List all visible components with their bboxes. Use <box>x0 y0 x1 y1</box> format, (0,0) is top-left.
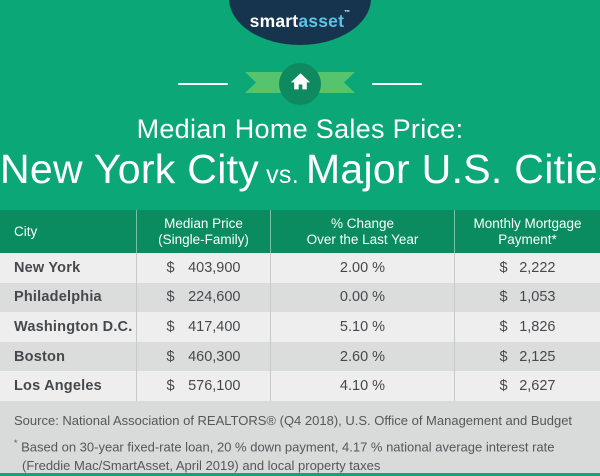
currency-symbol: $ <box>499 348 508 365</box>
cell-pct-change: 0.00 % <box>270 282 454 313</box>
note-line-1-text: Based on 30-year fixed-rate loan, 20 % d… <box>21 438 555 454</box>
footnote-asterisk: * <box>14 437 18 448</box>
cell-median-price: $460,300 <box>136 341 270 372</box>
cell-mortgage-payment: $1,053 <box>454 282 600 313</box>
currency-symbol: $ <box>166 289 175 306</box>
mortgage-payment-value: 2,125 <box>519 348 556 365</box>
header-city: City <box>0 210 136 253</box>
cell-median-price: $224,600 <box>136 282 270 313</box>
table-row-boston: Boston $460,300 2.60 % $2,125 <box>0 341 600 372</box>
currency-symbol: $ <box>166 378 175 395</box>
currency-symbol: $ <box>166 259 175 276</box>
median-price-value: 576,100 <box>188 378 241 395</box>
cell-mortgage-payment: $2,627 <box>454 371 600 401</box>
table-row-philadelphia: Philadelphia $224,600 0.00 % $1,053 <box>0 282 600 313</box>
header-median-price-line1: Median Price <box>164 215 243 231</box>
currency-symbol: $ <box>499 289 508 306</box>
cell-city: Los Angeles <box>14 378 102 395</box>
header-median-price-line2: (Single-Family) <box>158 231 249 247</box>
header-mortgage-payment-line1: Monthly Mortgage <box>473 215 582 231</box>
cell-city: Philadelphia <box>14 289 102 306</box>
median-price-value: 460,300 <box>188 348 241 365</box>
currency-symbol: $ <box>166 318 175 335</box>
table-header-row: City Median Price (Single-Family) % Chan… <box>0 210 600 253</box>
currency-symbol: $ <box>166 348 175 365</box>
cell-city: Boston <box>14 348 66 365</box>
cell-mortgage-payment: $2,222 <box>454 253 600 283</box>
median-price-value: 403,900 <box>188 259 241 276</box>
home-badge <box>279 63 321 105</box>
smartasset-logo: smartasset™ <box>249 10 351 32</box>
note-line-2: (Freddie Mac/SmartAsset, April 2019) and… <box>22 458 381 474</box>
data-table: City Median Price (Single-Family) % Chan… <box>0 210 600 401</box>
cell-pct-change: 2.60 % <box>270 341 454 372</box>
logo-smart-text: smart <box>249 11 299 31</box>
mortgage-payment-value: 2,627 <box>519 378 556 395</box>
cell-pct-change: 2.00 % <box>270 253 454 283</box>
header-mortgage-payment: Monthly Mortgage Payment* <box>454 210 600 253</box>
currency-symbol: $ <box>499 259 508 276</box>
currency-symbol: $ <box>499 378 508 395</box>
smartasset-logo-oval: smartasset™ <box>229 0 371 45</box>
median-price-value: 224,600 <box>188 289 241 306</box>
header-city-label: City <box>14 223 38 239</box>
mortgage-payment-value: 2,222 <box>519 259 556 276</box>
source-line: Source: National Association of REALTORS… <box>14 413 573 428</box>
decorative-line-left <box>178 83 228 85</box>
title-rest: Major U.S. Cities <box>305 146 600 192</box>
currency-symbol: $ <box>499 318 508 335</box>
cell-pct-change: 4.10 % <box>270 371 454 401</box>
header-pct-change-line1: % Change <box>330 215 395 231</box>
home-icon <box>290 71 311 97</box>
cell-city: Washington D.C. <box>14 318 133 335</box>
header-mortgage-payment-line2: Payment* <box>498 231 557 247</box>
median-price-value: 417,400 <box>188 318 241 335</box>
header-median-price: Median Price (Single-Family) <box>136 210 270 253</box>
title-line-2: New York City vs. Major U.S. Cities <box>0 146 600 193</box>
title-vs: vs. <box>266 161 299 189</box>
cell-city: New York <box>14 259 81 276</box>
title-line-1: Median Home Sales Price: <box>136 114 464 144</box>
trademark-symbol: ™ <box>344 10 351 17</box>
header-pct-change: % Change Over the Last Year <box>270 210 454 253</box>
footer-notes: Source: National Association of REALTORS… <box>0 401 600 473</box>
table-row-los-angeles: Los Angeles $576,100 4.10 % $2,627 <box>0 371 600 401</box>
note-line-1: * Based on 30-year fixed-rate loan, 20 %… <box>14 434 586 457</box>
cell-pct-change: 5.10 % <box>270 312 454 342</box>
table-row-new-york: New York $403,900 2.00 % $2,222 <box>0 253 600 283</box>
top-banner: smartasset™ Median Home Sales Price: New… <box>0 0 600 210</box>
title-city: New York City <box>0 146 260 192</box>
table-body: New York $403,900 2.00 % $2,222 Philadel… <box>0 253 600 401</box>
cell-mortgage-payment: $2,125 <box>454 341 600 372</box>
header-pct-change-line2: Over the Last Year <box>306 231 419 247</box>
decorative-line-right <box>372 83 422 85</box>
table-row-washington-dc: Washington D.C. $417,400 5.10 % $1,826 <box>0 312 600 342</box>
mortgage-payment-value: 1,053 <box>519 289 556 306</box>
cell-median-price: $417,400 <box>136 312 270 342</box>
cell-median-price: $576,100 <box>136 371 270 401</box>
logo-asset-text: asset <box>298 11 345 31</box>
cell-mortgage-payment: $1,826 <box>454 312 600 342</box>
mortgage-payment-value: 1,826 <box>519 318 556 335</box>
cell-median-price: $403,900 <box>136 253 270 283</box>
